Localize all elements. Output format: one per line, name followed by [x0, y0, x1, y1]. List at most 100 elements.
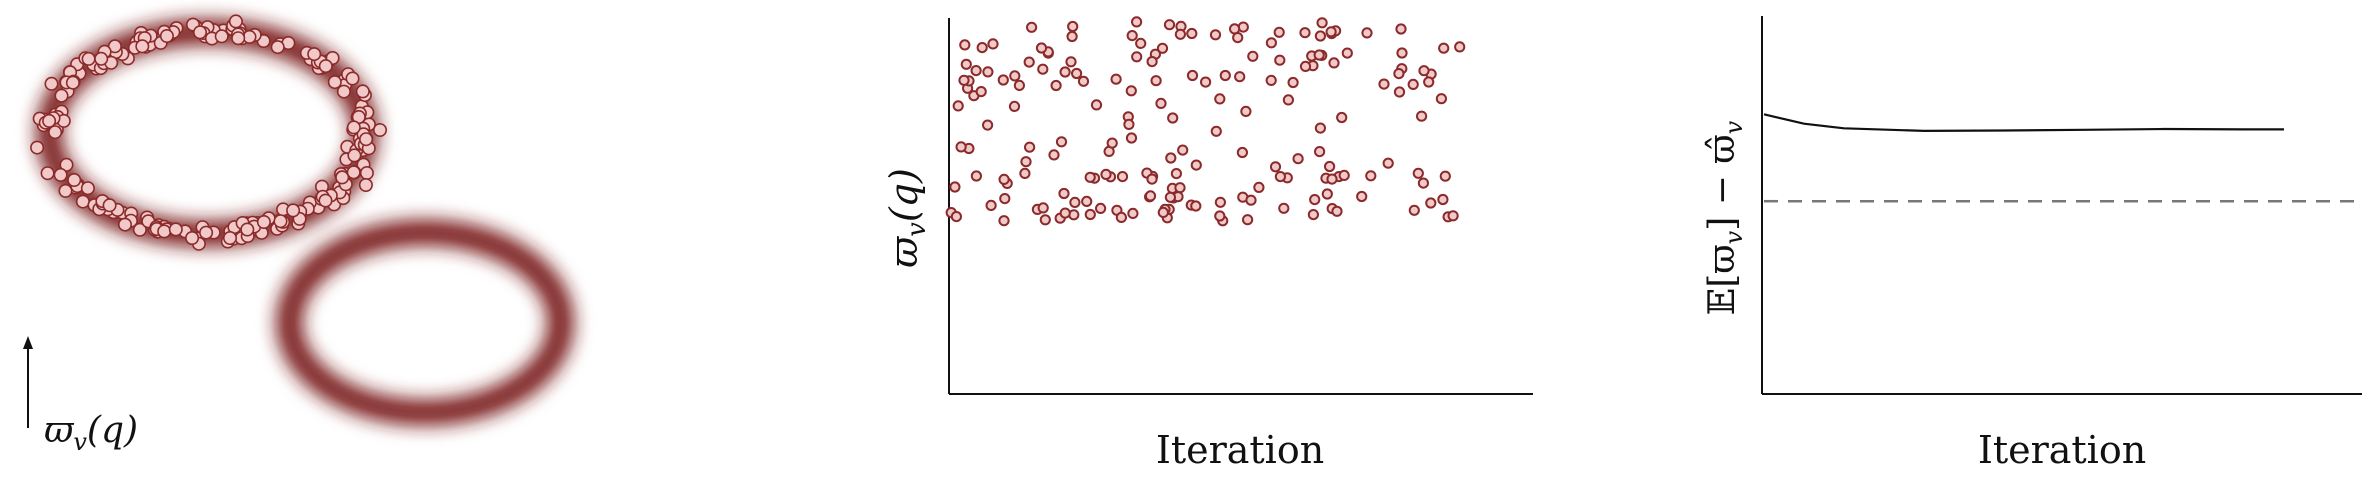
scatter-point: [1039, 214, 1051, 226]
panel-distribution: ϖv(q): [23, 14, 574, 456]
scatter-point: [1447, 210, 1459, 222]
scatter-point: [1163, 19, 1176, 31]
scatter-point: [1131, 16, 1143, 28]
scatter-point: [1412, 167, 1424, 179]
scatter-point: [958, 74, 970, 86]
ring-sample-point: [346, 165, 361, 180]
scatter-point: [1190, 159, 1202, 171]
ring-sample-point: [358, 178, 373, 193]
scatter-point: [1084, 171, 1096, 183]
ring-sample-point: [42, 113, 57, 128]
scatter-point: [1338, 169, 1350, 181]
ring-sample-point: [231, 31, 246, 46]
scatter-point: [1234, 71, 1246, 83]
scatter-point: [985, 199, 997, 211]
scatter-point: [970, 65, 982, 77]
scatter-point: [1110, 73, 1122, 85]
ring-sample-point: [240, 222, 255, 237]
ring-sample-point: [118, 217, 133, 232]
scatter-point: [1164, 191, 1177, 203]
scatter-point: [1170, 168, 1183, 180]
scatter-point: [1020, 156, 1032, 168]
ring-sample-point: [30, 140, 45, 155]
scatter-point: [1024, 141, 1036, 153]
scatter-point: [975, 86, 987, 98]
scatter-point: [998, 215, 1010, 227]
ring-sample-point: [318, 59, 333, 74]
ring-sample-point: [199, 225, 214, 240]
scatter-point: [1454, 41, 1466, 53]
scatter-point: [1393, 86, 1406, 98]
ring-sample-point: [168, 222, 183, 237]
scatter-point: [1407, 78, 1419, 91]
ring-sample-point: [372, 123, 387, 138]
scatter-point: [1026, 21, 1038, 33]
scatter-point: [1365, 170, 1377, 182]
scatter-point: [1331, 205, 1343, 217]
scatter-point: [1299, 60, 1312, 73]
ring-sample-point: [346, 120, 361, 135]
ring-sample-point: [214, 29, 229, 44]
ring-sample-point: [273, 214, 288, 229]
scatter-point: [997, 74, 1009, 86]
scatter-point: [1435, 93, 1448, 105]
scatter-point: [1190, 200, 1202, 212]
scatter-point: [1144, 190, 1157, 202]
scatter-point: [1325, 26, 1337, 38]
scatter-point: [1131, 51, 1143, 63]
scatter-point: [1155, 97, 1167, 110]
scatter-point: [1245, 194, 1257, 206]
panel-gap: Iteration 𝔼[ϖv] − ϖ̂v: [1702, 16, 2364, 472]
scatter-point: [1232, 32, 1244, 44]
scatter-point: [1065, 56, 1077, 68]
ring-sample-point: [335, 170, 350, 185]
scatter-point: [1313, 49, 1325, 61]
scatter-point: [1210, 125, 1222, 137]
scatter-point: [1077, 75, 1090, 87]
scatter-point: [1265, 74, 1277, 87]
scatter-point: [955, 141, 967, 153]
scatter-point-group: [945, 16, 1466, 227]
panel3-x-axis-label: Iteration: [1978, 428, 2146, 472]
scatter-point: [1214, 210, 1226, 222]
scatter-point: [1328, 57, 1340, 69]
scatter-point: [1037, 63, 1049, 75]
scatter-point: [1326, 173, 1338, 185]
ring-sample-point: [286, 203, 301, 218]
scatter-point: [1019, 167, 1031, 179]
panel3-y-axis-label: 𝔼[ϖv] − ϖ̂v: [1702, 120, 1748, 315]
scatter-point: [1361, 27, 1373, 39]
scatter-point: [1106, 137, 1118, 149]
scatter-point: [982, 119, 994, 131]
scatter-point: [1423, 76, 1435, 88]
ring-sample-point: [223, 231, 238, 246]
annotation-arrow-head: [23, 336, 33, 349]
scatter-point: [1393, 68, 1405, 80]
scatter-point: [1071, 67, 1083, 80]
scatter-point: [1418, 65, 1430, 77]
panel1-annotation: ϖv(q): [44, 410, 138, 456]
scatter-point: [1186, 69, 1199, 82]
scatter-point: [1425, 197, 1437, 209]
scatter-point: [1146, 173, 1158, 185]
scatter-point: [950, 211, 963, 223]
scatter-point: [1135, 37, 1147, 50]
scatter-point: [1292, 153, 1304, 165]
ring-sample-point: [355, 84, 370, 99]
scatter-point: [1416, 110, 1428, 122]
ring-sample-point: [270, 40, 285, 55]
scatter-point: [1177, 144, 1189, 156]
scatter-point: [1382, 157, 1394, 169]
scatter-point: [1048, 149, 1060, 161]
scatter-point: [1125, 85, 1137, 97]
scatter-point: [1236, 146, 1249, 159]
scatter-point: [1240, 105, 1252, 118]
ring-sample-point: [157, 224, 172, 239]
scatter-point: [960, 58, 972, 70]
scatter-point: [1174, 28, 1187, 40]
ring-sample-point: [359, 166, 374, 181]
ring-sample-point: [65, 75, 80, 90]
scatter-point: [959, 39, 971, 51]
scatter-point: [1186, 27, 1198, 40]
scatter-point: [1116, 171, 1129, 183]
